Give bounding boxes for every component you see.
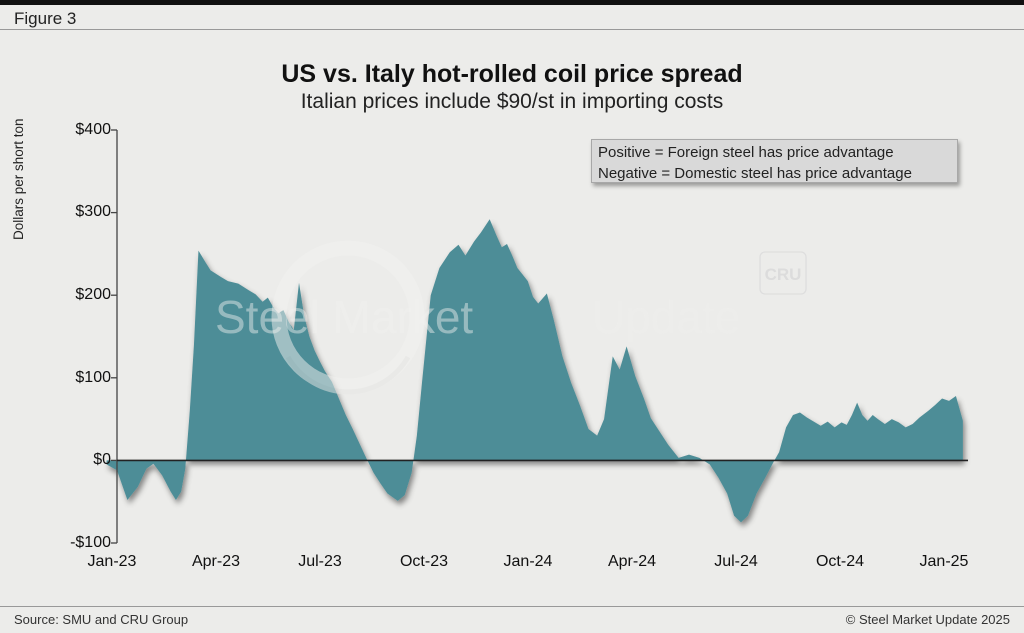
svg-text:Update: Update <box>592 291 740 343</box>
svg-text:Steel Market: Steel Market <box>215 291 473 343</box>
svg-text:CRU: CRU <box>765 265 802 284</box>
